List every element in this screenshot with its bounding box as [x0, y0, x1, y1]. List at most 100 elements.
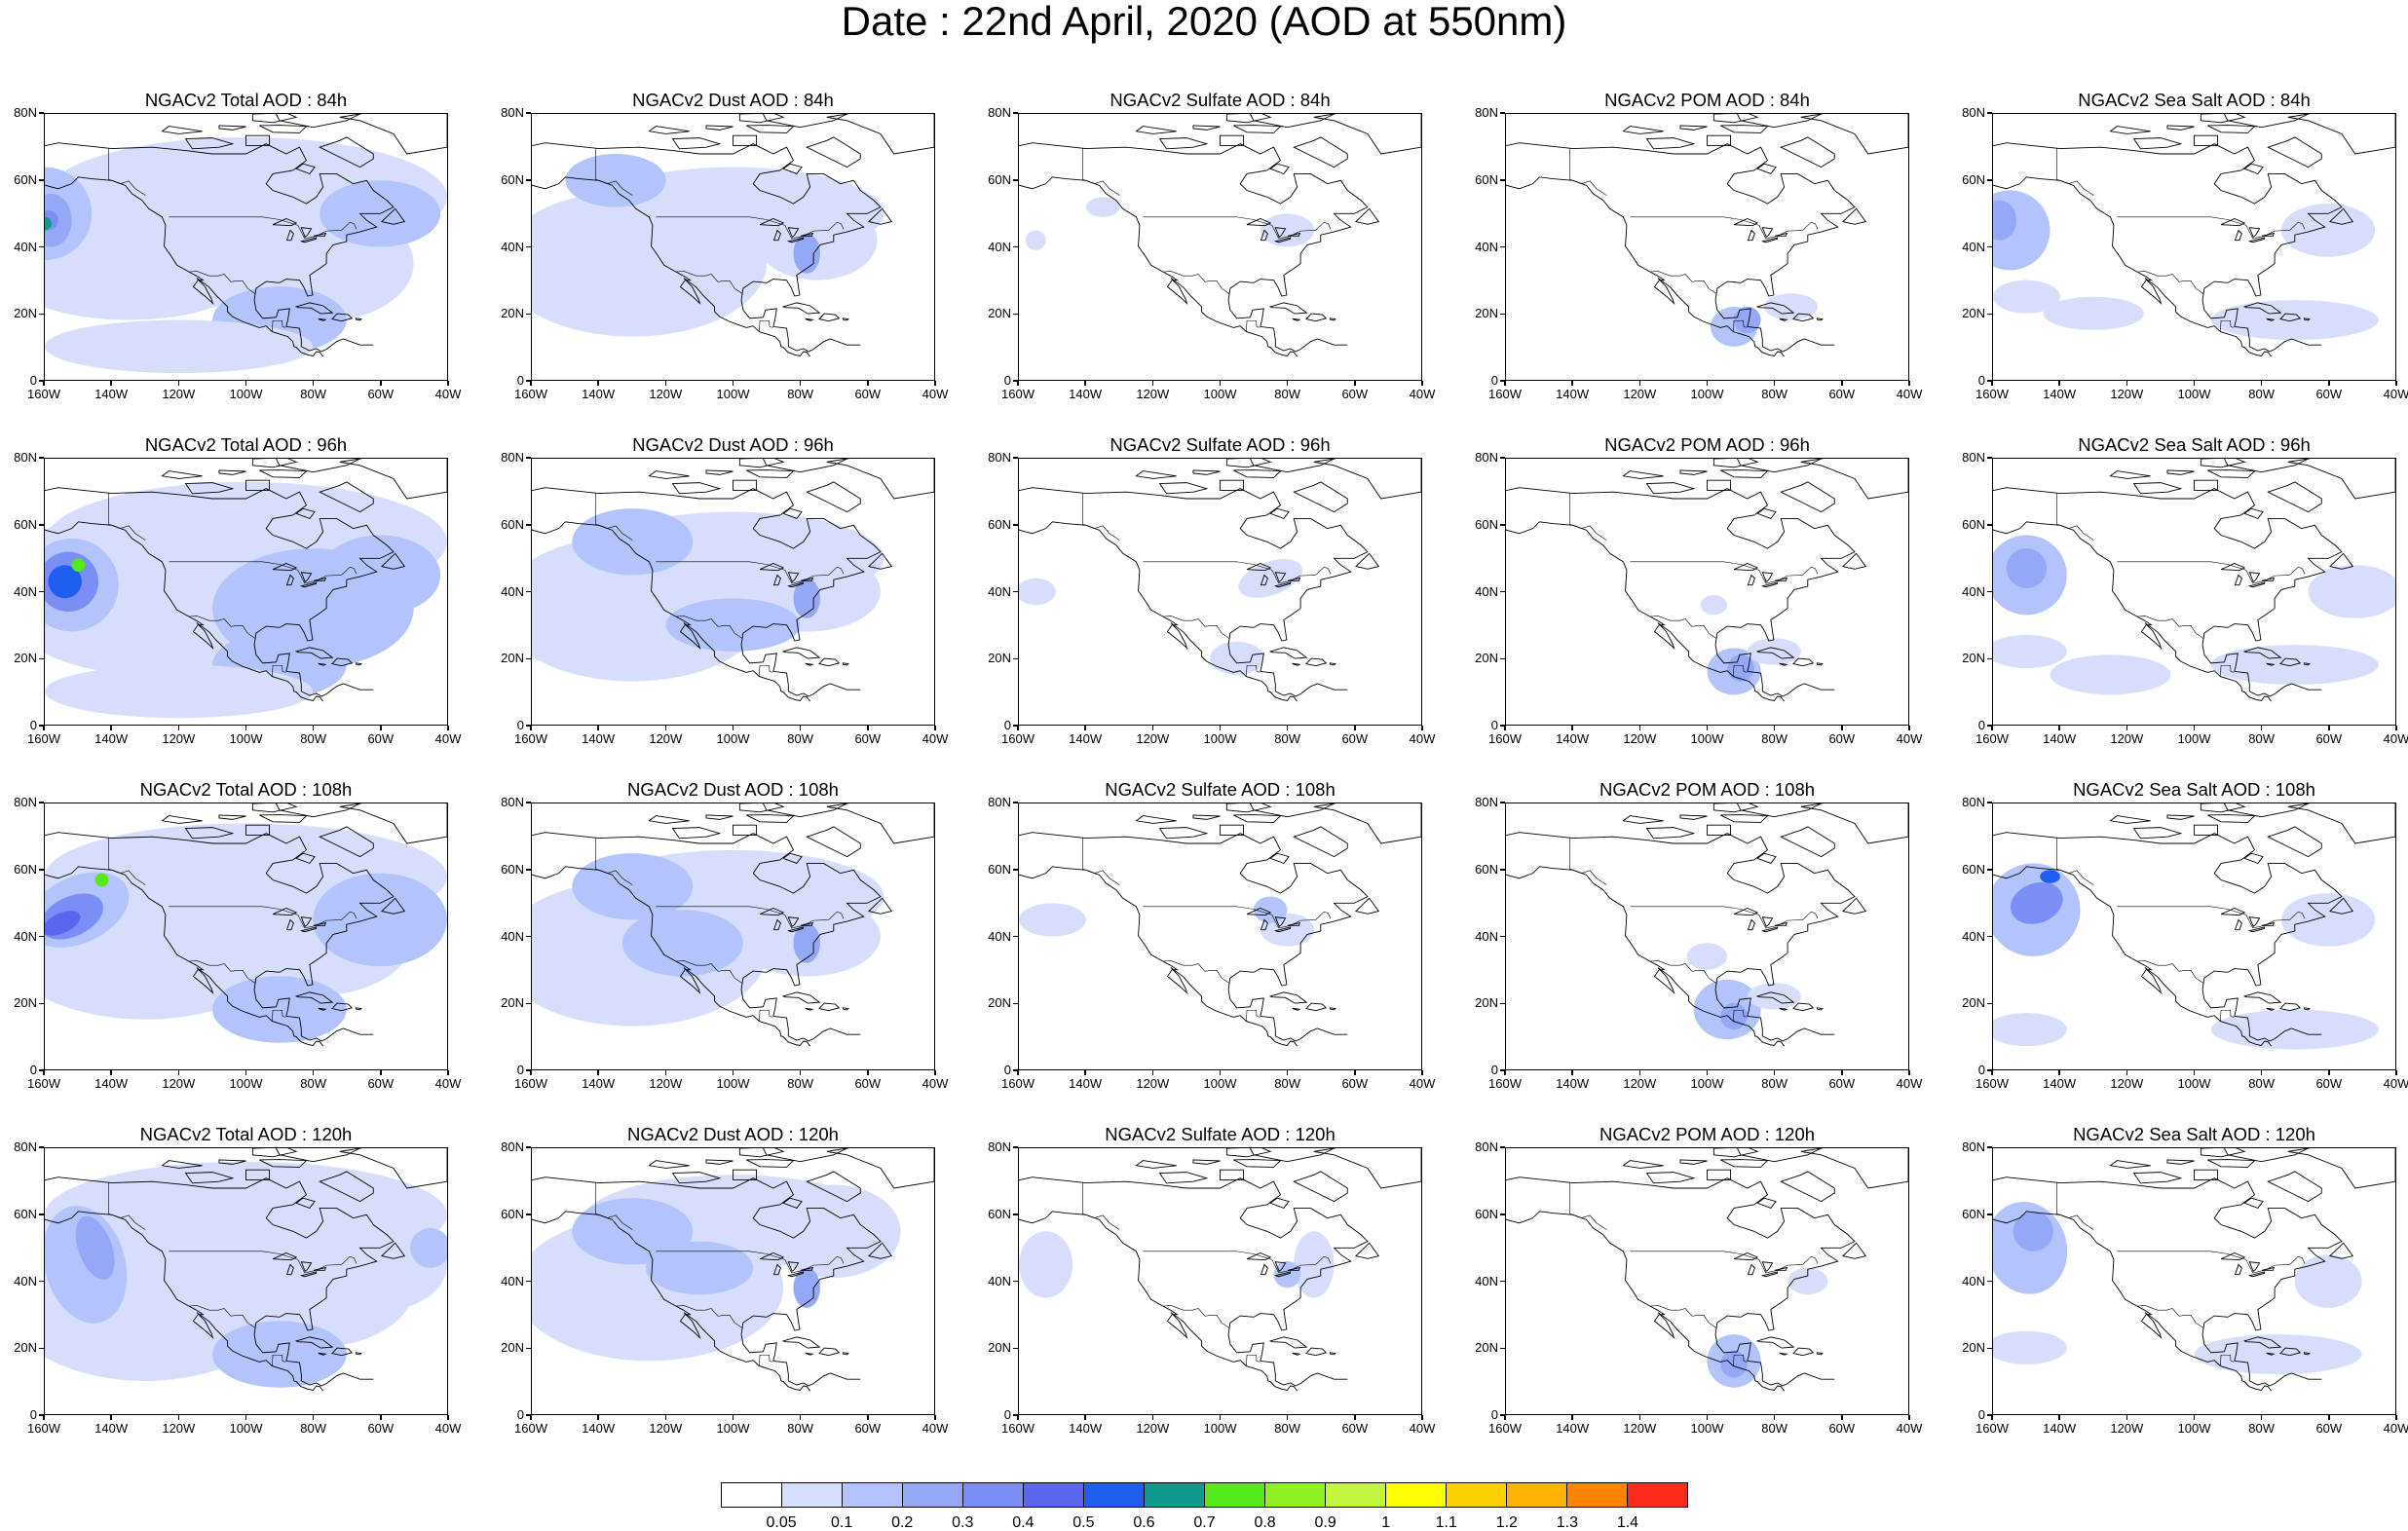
coastline — [1273, 237, 1292, 243]
lon-tick-mark — [43, 726, 45, 730]
lat-tick-mark — [1500, 869, 1505, 871]
coastline — [161, 470, 203, 479]
coastline — [1246, 218, 1272, 227]
political-border — [1143, 906, 1332, 929]
lon-tick-mark — [2328, 726, 2330, 730]
lat-tick-label: 40N — [988, 239, 1011, 254]
lat-tick-label: 0 — [1003, 718, 1011, 732]
lon-tick-mark — [934, 381, 936, 386]
aod-map-svg — [45, 459, 447, 719]
lon-tick-label: 80W — [1761, 387, 1788, 401]
coastline — [1135, 126, 1177, 134]
aod-field-layer — [1700, 594, 1801, 695]
map-panel: NGACv2 Sea Salt AOD : 96h 80N 60N 40N 20N 0 16… — [1948, 434, 2408, 766]
coastline — [1842, 552, 1867, 570]
lon-tick-mark — [732, 726, 734, 730]
lon-tick-label: 80W — [1274, 731, 1301, 746]
lat-tick-label: 60N — [501, 861, 524, 877]
map-panel: NGACv2 Sulfate AOD : 96h 80N 60N 40N 20N 0 160… — [974, 434, 1461, 766]
aod-contour-blob — [793, 1267, 820, 1308]
colorbar-tick-label: 0.5 — [1072, 1514, 1095, 1531]
coastline-layer — [45, 1148, 447, 1392]
lon-tick-mark — [2126, 1070, 2128, 1075]
lon-tick-label: 120W — [2110, 1076, 2144, 1091]
coastline — [868, 1242, 893, 1259]
lon-tick-mark — [1421, 726, 1423, 730]
aod-contour-blob — [2006, 548, 2048, 589]
coastline — [1761, 227, 1774, 238]
lon-tick-label: 160W — [1975, 387, 2009, 401]
coastline — [759, 218, 785, 227]
lon-tick-mark — [1638, 1070, 1641, 1075]
lat-tick-mark — [39, 935, 44, 938]
lon-tick-mark — [380, 726, 382, 730]
lon-tick-label: 120W — [1623, 1076, 1657, 1091]
lat-tick-mark — [39, 245, 44, 248]
lat-tick-mark — [39, 1414, 44, 1416]
political-border — [1649, 271, 1717, 294]
aod-map-svg — [1019, 114, 1421, 357]
coastline — [319, 1171, 374, 1203]
coastline — [331, 1002, 354, 1012]
aod-field-layer — [1993, 190, 2379, 341]
coastline — [1287, 1266, 1301, 1271]
colorbar-tick-label: 1.1 — [1435, 1514, 1457, 1531]
coastline — [45, 487, 395, 697]
coastline — [1733, 1252, 1759, 1261]
aod-contour-blob — [766, 1184, 901, 1279]
map-frame — [531, 803, 935, 1070]
lat-tick-label: 80N — [14, 450, 37, 465]
coastline — [2220, 1252, 2246, 1261]
map-panel: NGACv2 Dust AOD : 84h 80N 60N 40N 20N 0 160W 14… — [487, 90, 974, 421]
lon-tick-mark — [1421, 1070, 1423, 1075]
lon-tick-label: 80W — [1274, 1076, 1301, 1091]
political-border — [169, 561, 357, 584]
coastline — [318, 1007, 327, 1011]
lon-tick-mark — [1354, 726, 1356, 730]
map-panel: NGACv2 Sulfate AOD : 108h 80N 60N 40N 20N 0 16… — [974, 779, 1461, 1110]
lat-tick-label: 20N — [1962, 651, 1985, 666]
coastline — [738, 114, 785, 124]
colorbar-swatch — [1084, 1483, 1145, 1507]
lat-tick-label: 60N — [501, 171, 524, 187]
lon-tick-label: 160W — [1975, 1421, 2009, 1436]
coastline — [339, 1148, 447, 1189]
panel-title: NGACv2 POM AOD : 108h — [1599, 779, 1816, 800]
coastline — [1993, 142, 2343, 353]
coastline-layer — [532, 803, 934, 1047]
coastline — [299, 237, 318, 243]
aod-contour-blob — [2194, 1334, 2362, 1375]
lat-tick-mark — [1013, 935, 1018, 938]
coastline — [272, 1252, 298, 1261]
coastline — [2329, 1242, 2354, 1259]
coastline — [818, 313, 841, 322]
lat-tick-mark — [1987, 1214, 1992, 1215]
colorbar-tick-label: 1 — [1381, 1514, 1391, 1531]
coastline — [1779, 317, 1788, 321]
coastline — [1292, 1007, 1301, 1011]
aod-field-layer — [45, 481, 447, 719]
political-border — [2056, 148, 2094, 196]
aod-contour-blob — [1993, 1013, 2067, 1047]
coastline — [1760, 926, 1779, 933]
lon-tick-mark — [2193, 1070, 2196, 1075]
coastline — [331, 313, 354, 322]
lon-tick-label: 80W — [1761, 731, 1788, 746]
lon-tick-label: 80W — [787, 1076, 814, 1091]
coastline — [1733, 218, 1759, 227]
lat-tick-label: 60N — [1962, 1206, 1985, 1221]
coastline — [1269, 163, 1290, 174]
lat-tick-mark — [1013, 1146, 1018, 1148]
map-panel: NGACv2 Sea Salt AOD : 108h 80N 60N 40N 20N 0 1… — [1948, 779, 2408, 1110]
aod-contour-blob — [1260, 213, 1314, 247]
lon-tick-label: 160W — [514, 731, 547, 746]
map-frame — [531, 113, 935, 381]
lat-tick-mark — [39, 1002, 44, 1004]
panel-title: NGACv2 Dust AOD : 120h — [627, 1124, 839, 1144]
lon-tick-mark — [380, 1415, 382, 1420]
lon-tick-label: 100W — [2177, 731, 2211, 746]
lon-tick-label: 80W — [2248, 731, 2276, 746]
lon-tick-mark — [447, 726, 449, 730]
coastline — [45, 832, 395, 1042]
coastline — [1733, 908, 1759, 916]
